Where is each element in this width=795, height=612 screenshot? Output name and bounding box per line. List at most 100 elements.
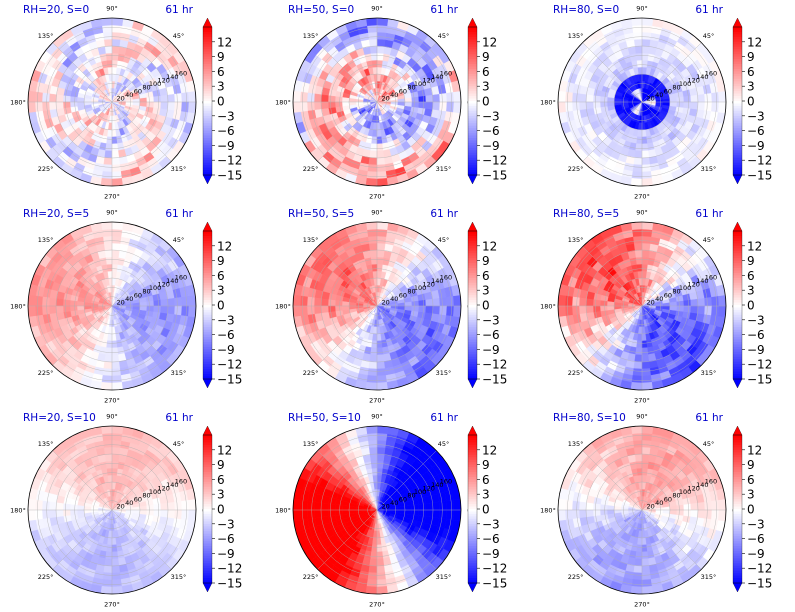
field-cell xyxy=(34,499,43,511)
colorbar-segment xyxy=(468,118,477,122)
field-cell xyxy=(453,101,461,114)
panel-title: RH=20, S=0 xyxy=(23,4,89,16)
colorbar-segment xyxy=(733,36,742,40)
field-cell xyxy=(102,439,113,448)
field-cell xyxy=(313,305,322,315)
panel: 204060801001201401600°45°90°135°180°225°… xyxy=(275,4,507,201)
field-cell xyxy=(188,498,196,511)
field-cell xyxy=(146,101,155,108)
field-cell xyxy=(111,157,121,166)
field-cell xyxy=(368,242,378,251)
angle-tick-label: 135° xyxy=(568,236,584,244)
field-cell xyxy=(697,297,706,307)
field-cell xyxy=(139,509,148,515)
angle-tick-label: 315° xyxy=(436,369,452,377)
field-cell xyxy=(48,305,57,315)
field-cell xyxy=(313,297,322,307)
colorbar-segment xyxy=(468,155,477,159)
angle-tick-label: 225° xyxy=(38,165,54,173)
field-cell xyxy=(571,296,580,307)
colorbar-extend-bottom xyxy=(202,378,213,389)
field-cell xyxy=(105,551,113,560)
field-cell xyxy=(139,101,148,107)
field-cell xyxy=(160,298,169,307)
field-cell xyxy=(188,305,196,318)
panel: 204060801001201401600°45°90°135°180°225°… xyxy=(275,412,507,609)
field-cell xyxy=(104,45,113,54)
field-cell xyxy=(711,305,720,317)
field-cell xyxy=(181,499,190,511)
field-cell xyxy=(111,31,122,40)
field-cell xyxy=(104,558,113,567)
colorbar-segment xyxy=(468,27,477,31)
radial-tick-label: 80 xyxy=(142,84,150,92)
colorbar-tick-label: −12 xyxy=(482,154,507,168)
field-cell xyxy=(630,382,643,390)
colorbar-tick-label: 12 xyxy=(482,35,497,49)
radial-tick-label: 60 xyxy=(664,291,672,299)
colorbar-tick-label: 6 xyxy=(217,269,225,283)
colorbar-segment xyxy=(203,83,212,87)
field-cell xyxy=(641,164,652,173)
colorbar-segment xyxy=(468,152,477,156)
colorbar-extend-top xyxy=(202,425,213,436)
field-cell xyxy=(181,305,190,317)
panel-time: 61 hr xyxy=(430,208,458,220)
field-cell xyxy=(111,178,124,186)
field-cell xyxy=(320,298,329,307)
field-cell xyxy=(41,509,50,520)
field-cell xyxy=(564,91,573,103)
field-cell xyxy=(376,66,382,75)
colorbar-segment xyxy=(468,78,477,82)
field-cell xyxy=(453,294,461,307)
angle-tick-label: 45° xyxy=(703,32,715,40)
angle-tick-label: 45° xyxy=(438,32,450,40)
field-cell xyxy=(592,299,601,307)
colorbar-segment xyxy=(203,86,212,90)
radial-tick-label: 20 xyxy=(646,298,654,306)
colorbar-segment xyxy=(733,157,742,161)
field-cell xyxy=(48,509,57,519)
grid-spoke xyxy=(317,101,378,162)
colorbar-extend-bottom xyxy=(732,378,743,389)
field-cell xyxy=(418,299,427,307)
colorbar-segment xyxy=(203,103,212,107)
grid-spoke xyxy=(111,42,172,103)
field-cell xyxy=(592,101,601,109)
field-cell xyxy=(69,504,78,511)
colorbar-segment xyxy=(203,138,212,142)
field-cell xyxy=(62,503,71,511)
grid-spoke xyxy=(582,42,643,103)
colorbar-tick-label: −12 xyxy=(217,562,242,576)
field-cell xyxy=(320,94,329,103)
field-cell xyxy=(299,295,308,307)
field-cell xyxy=(711,101,720,113)
panel-time: 61 hr xyxy=(430,4,458,16)
colorbar-segment xyxy=(733,96,742,100)
colorbar-tick-label: −12 xyxy=(217,154,242,168)
field-cell xyxy=(153,101,162,109)
field-cell xyxy=(34,509,43,521)
field-cell xyxy=(558,90,566,103)
angle-tick-label: 225° xyxy=(568,369,584,377)
colorbar-segment xyxy=(203,150,212,154)
field-cell xyxy=(188,294,196,307)
field-cell xyxy=(111,66,117,75)
field-cell xyxy=(418,305,427,313)
field-cell xyxy=(630,18,643,26)
colorbar-segment xyxy=(733,138,742,142)
field-cell xyxy=(111,24,123,33)
colorbar-tick-label: −3 xyxy=(482,109,500,123)
field-cell xyxy=(111,228,123,237)
field-cell xyxy=(69,96,78,103)
field-cell xyxy=(188,509,196,522)
colorbar-segment xyxy=(468,130,477,134)
colorbar-segment xyxy=(733,27,742,31)
field-cell xyxy=(718,305,726,318)
angle-tick-label: 270° xyxy=(104,397,120,405)
field-cell xyxy=(439,101,448,112)
field-cell xyxy=(376,45,385,54)
field-cell xyxy=(592,95,601,103)
colorbar-segment xyxy=(468,147,477,151)
